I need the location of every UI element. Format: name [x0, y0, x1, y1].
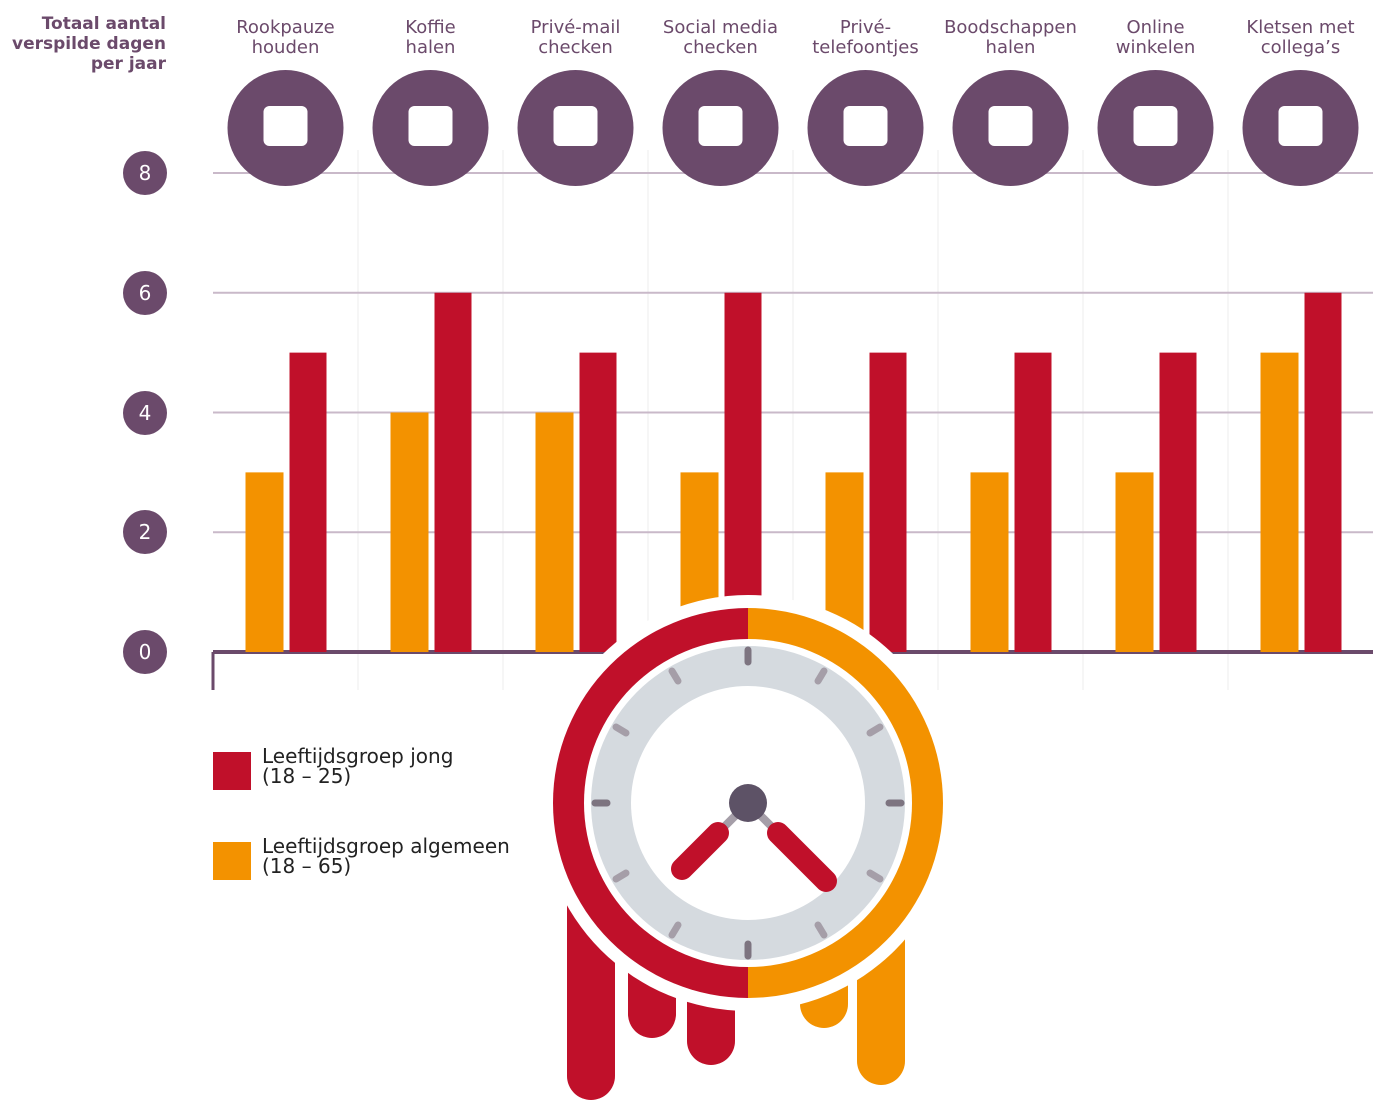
clock-illustration: [0, 0, 1373, 1100]
infographic: Totaal aantal verspilde dagen per jaar 0…: [0, 0, 1373, 1100]
